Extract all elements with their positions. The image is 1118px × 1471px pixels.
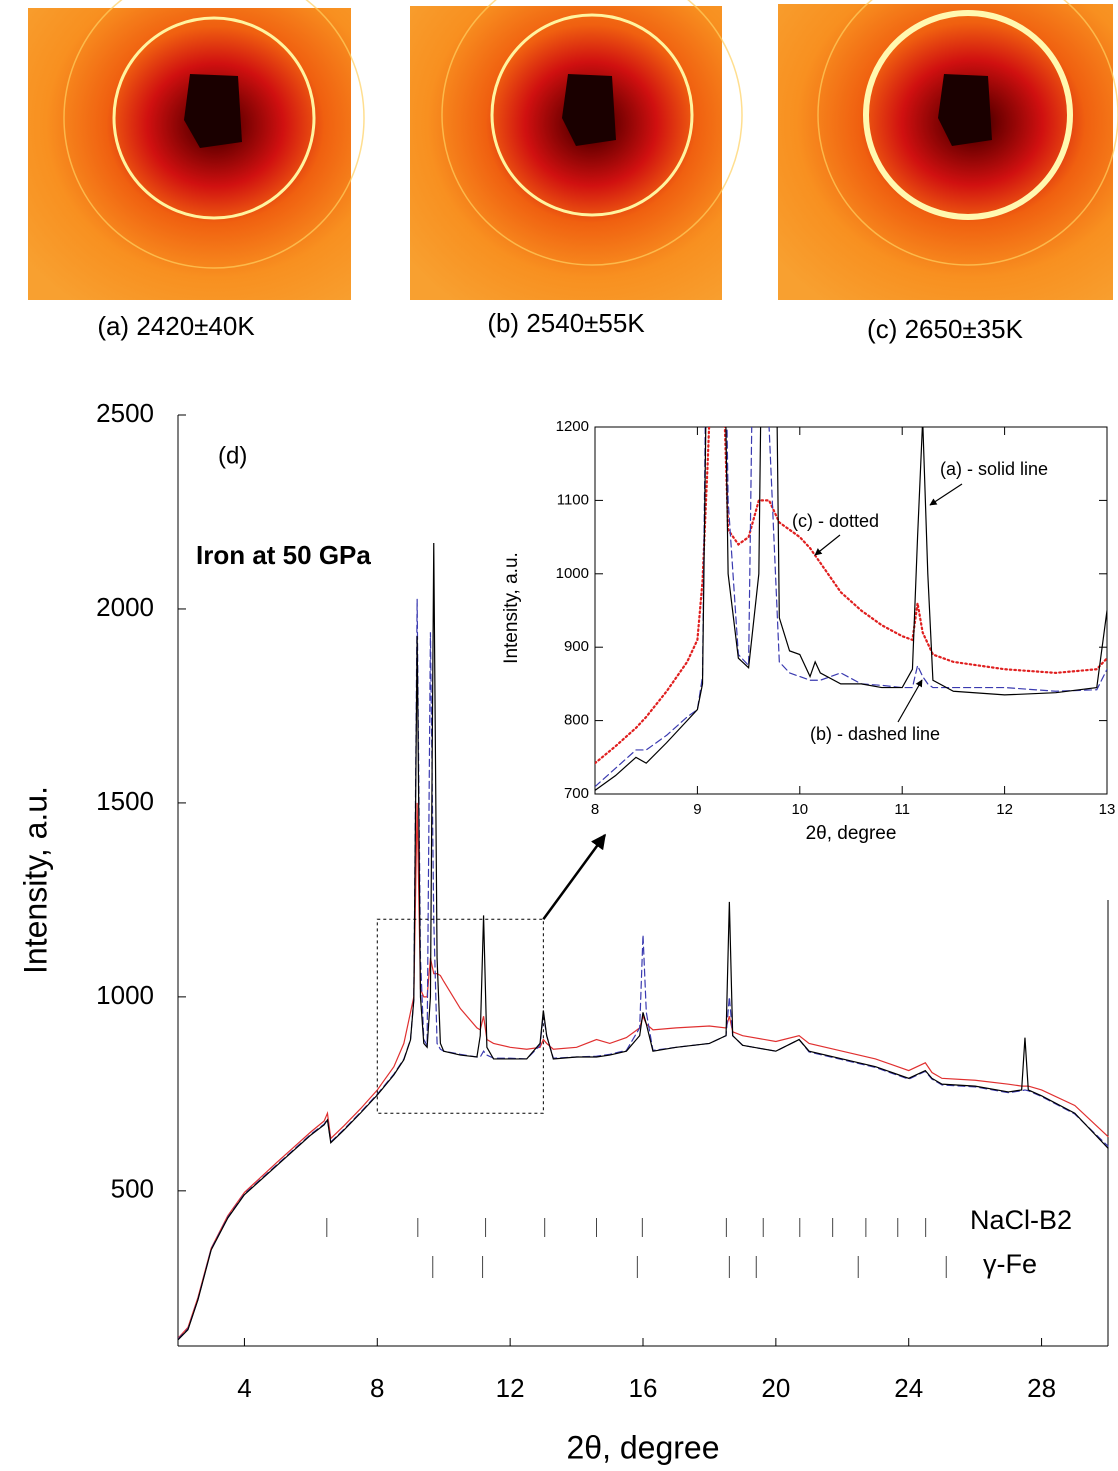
x-tick-label: 16: [629, 1373, 658, 1403]
reflection-label: NaCl-B2: [970, 1205, 1072, 1235]
x-tick-label: 9: [693, 801, 701, 818]
y-tick-label: 1200: [556, 418, 589, 435]
chart: 700 800 900 1000 1100 1200 8 9 10 11 12 13 Intensity…: [501, 418, 1116, 844]
y-axis-label: Intensity, a.u.: [501, 552, 522, 664]
lines: [595, 427, 1107, 791]
arrow: [542, 833, 607, 921]
plot-area: [594, 426, 1108, 795]
annotation: (c) - dotted: [792, 511, 879, 531]
zoom-box: [376, 918, 544, 1114]
x-tick-label: 13: [1099, 801, 1116, 818]
image-b: [410, 0, 743, 300]
y-tick-label: 1000: [96, 980, 154, 1010]
y-tick-label: 1500: [96, 786, 154, 816]
y-axis-label: Intensity, a.u.: [17, 786, 53, 974]
series-line: [595, 427, 1107, 788]
x-tick-label: 28: [1027, 1373, 1056, 1403]
x-tick-label: 12: [496, 1373, 525, 1403]
caption: (c) 2650±35K: [867, 314, 1024, 344]
y-tick-label: 700: [564, 785, 589, 802]
series-line: [178, 599, 1109, 1340]
series-line: [178, 802, 1109, 1339]
y-tick-label: 900: [564, 638, 589, 655]
annotation: (a) - solid line: [940, 459, 1048, 479]
x-tick-label: 4: [237, 1373, 251, 1403]
x-tick-label: 8: [591, 801, 599, 818]
chart: 500 1000 1500 2000 2500 4 8 12 16 20 24 28 Intensity…: [17, 398, 1109, 1465]
y-tick-label: 1100: [557, 491, 589, 508]
image-c: [778, 0, 1118, 300]
series-line: [178, 543, 1109, 1341]
x-tick-label: 24: [894, 1373, 923, 1403]
series-line: [595, 427, 1107, 765]
x-tick-label: 10: [791, 801, 808, 818]
image-a: [28, 0, 365, 300]
arrow: [814, 534, 841, 556]
reflection-label: γ-Fe: [983, 1249, 1037, 1279]
y-tick-label: 2000: [96, 592, 154, 622]
series-line: [595, 427, 1107, 791]
arrow: [929, 483, 963, 506]
y-tick-label: 800: [564, 712, 589, 729]
y-tick-label: 2500: [96, 398, 154, 428]
y-tick-label: 1000: [556, 565, 589, 582]
lines: [178, 543, 1109, 1341]
x-tick-label: 11: [894, 801, 910, 818]
caption: (a) 2420±40K: [97, 311, 255, 341]
x-axis-label: 2θ, degree: [566, 1429, 719, 1465]
caption: (b) 2540±55K: [487, 308, 645, 338]
annotation: (d): [218, 442, 247, 469]
y-tick-label: 500: [111, 1174, 154, 1204]
arrow: [897, 679, 923, 723]
x-axis-label: 2θ, degree: [806, 823, 897, 844]
annotation: (b) - dashed line: [810, 724, 940, 744]
x-tick-label: 12: [996, 801, 1013, 818]
annotation: Iron at 50 GPa: [196, 540, 371, 570]
x-tick-label: 8: [370, 1373, 384, 1403]
x-tick-label: 20: [761, 1373, 790, 1403]
